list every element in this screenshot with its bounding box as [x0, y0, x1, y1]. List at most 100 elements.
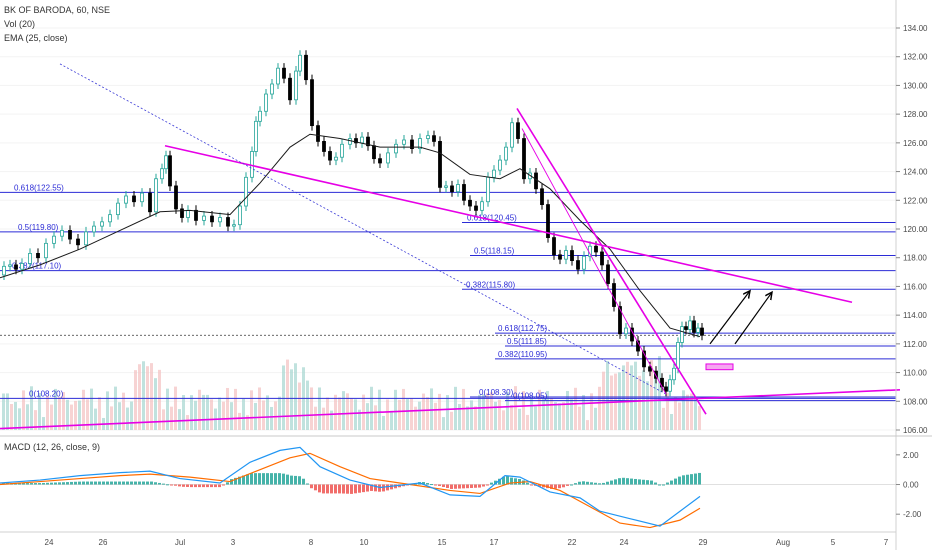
macd-histogram-bar	[674, 478, 677, 485]
fib-level-label: 0(108.05)	[513, 392, 548, 401]
macd-histogram-bar	[622, 477, 625, 485]
candle-body	[642, 350, 646, 368]
volume-bar	[162, 409, 165, 430]
macd-histogram-bar	[330, 484, 333, 494]
macd-histogram-bar	[294, 475, 297, 485]
volume-bar	[334, 394, 337, 430]
macd-histogram-bar	[26, 483, 29, 485]
macd-histogram-bar	[350, 484, 353, 494]
volume-bar	[390, 410, 393, 430]
fibonacci-levels[interactable]: 0.618(122.55) 0.618(120.45) 0.5(119.80) 0.5…	[0, 183, 896, 402]
volume-bar	[518, 408, 521, 430]
macd-histogram-bar	[326, 484, 329, 494]
macd-histogram-bar	[86, 481, 89, 485]
macd-signal-line	[0, 452, 701, 529]
macd-histogram-bar	[222, 484, 225, 486]
candle-body	[108, 214, 112, 223]
trendlines[interactable]	[0, 63, 901, 430]
volume-bar	[62, 392, 65, 430]
volume-bar	[166, 388, 169, 430]
volume-bar	[626, 361, 629, 430]
macd-histogram-bar	[470, 484, 473, 488]
macd-histogram-bar	[18, 483, 21, 485]
volume-bar	[478, 394, 481, 430]
candle-body	[624, 327, 628, 335]
target-box	[705, 363, 734, 371]
trendline	[59, 63, 667, 395]
candle-body	[276, 67, 280, 85]
macd-histogram-bar	[630, 478, 633, 485]
macd-histogram-bar	[502, 476, 505, 485]
volume-bar	[18, 408, 21, 430]
volume-bar	[410, 398, 413, 430]
candle-body	[474, 205, 478, 211]
macd-histogram-bar	[70, 481, 73, 485]
candle-body	[426, 135, 430, 139]
macd-histogram-bar	[466, 484, 469, 489]
volume-bar	[322, 407, 325, 430]
macd-histogram-bar	[666, 482, 669, 485]
volume-bar	[150, 363, 153, 430]
volume-bar	[66, 399, 69, 430]
volume-bar	[682, 390, 685, 430]
candle-body	[328, 151, 332, 161]
volume-bar	[38, 392, 41, 430]
volume-bar	[318, 387, 321, 430]
candle-body	[480, 201, 484, 211]
macd-histogram-bar	[554, 484, 557, 489]
volume-bar	[666, 392, 669, 430]
volume-bar	[262, 400, 265, 430]
candle-body	[76, 238, 80, 246]
candle-body	[444, 185, 448, 188]
macd-histogram-bar	[278, 473, 281, 485]
macd-histogram-bar	[654, 482, 657, 485]
macd-histogram-bar	[186, 484, 189, 487]
candle-body	[160, 168, 164, 180]
macd-histogram-bar	[658, 484, 661, 486]
volume-bar	[370, 386, 373, 430]
volume-bar	[538, 389, 541, 430]
time-tick-label: 8	[309, 538, 314, 547]
fib-level-label: 0.5(111.85)	[507, 337, 547, 346]
volume-bar	[654, 376, 657, 430]
candle-body	[60, 230, 64, 237]
volume-bar	[202, 394, 205, 430]
volume-bar	[258, 387, 261, 430]
volume-bar	[198, 389, 201, 430]
macd-histogram-bar	[290, 475, 293, 485]
macd-histogram-bar	[486, 484, 489, 486]
macd-histogram-bar	[82, 481, 85, 485]
volume-bar	[90, 388, 93, 430]
macd-histogram-bar	[578, 481, 581, 485]
macd-histogram-bar	[614, 479, 617, 485]
time-tick-label: 3	[231, 538, 236, 547]
volume-bar	[450, 411, 453, 430]
candle-body	[564, 250, 568, 260]
candle-body	[250, 151, 254, 178]
macd-histogram-bar	[310, 484, 313, 489]
macd-histogram-bar	[494, 480, 497, 485]
candle-body	[676, 342, 680, 369]
macd-histogram-bar	[242, 475, 245, 485]
macd-histogram-bar	[694, 473, 697, 485]
trendline	[521, 128, 667, 395]
candle-body	[270, 83, 274, 95]
volume-bar	[526, 414, 529, 430]
macd-histogram-bar	[678, 476, 681, 485]
volume-bar	[238, 412, 241, 430]
candle-body	[668, 379, 672, 392]
macd-histogram-bar	[378, 484, 381, 492]
macd-histogram-bar	[238, 476, 241, 485]
macd-histogram-bar	[50, 482, 53, 485]
macd-histogram-bar	[142, 481, 145, 485]
candle-body	[402, 139, 406, 145]
volume-bar	[494, 401, 497, 430]
volume-bar	[382, 415, 385, 430]
volume-bar	[94, 408, 97, 430]
candle-body	[264, 93, 268, 112]
macd-histogram-bar	[266, 473, 269, 485]
candle-body	[594, 245, 598, 253]
macd-histogram-bar	[490, 482, 493, 485]
macd-histogram-bar	[686, 474, 689, 485]
